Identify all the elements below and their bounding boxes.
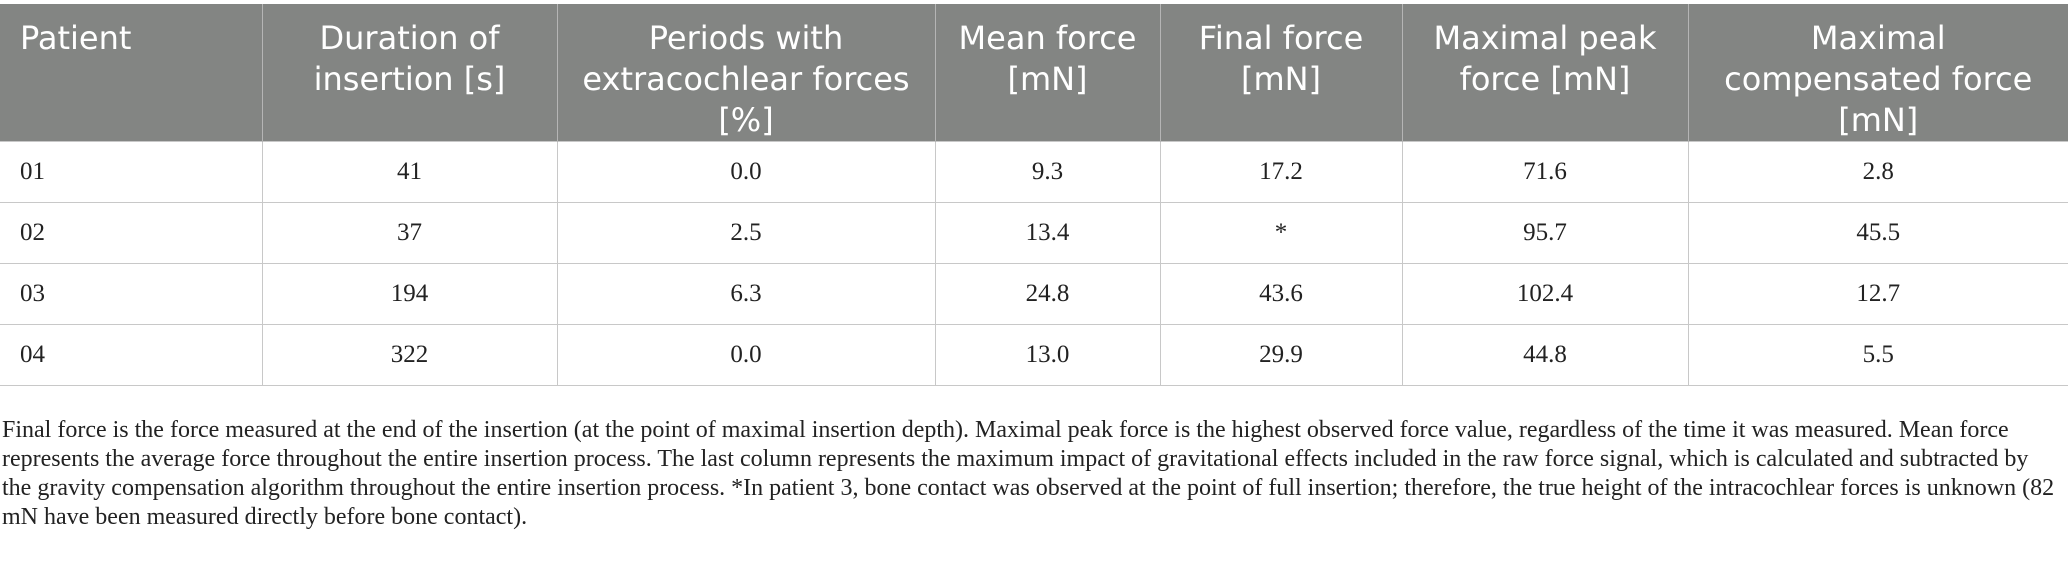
cell-max-peak-force: 44.8 xyxy=(1401,324,1689,386)
results-table-container: Patient Duration of insertion [s] Period… xyxy=(0,4,2068,386)
cell-max-peak-force: 95.7 xyxy=(1401,202,1689,264)
table-row: 02 37 2.5 13.4 * 95.7 45.5 xyxy=(0,202,2068,264)
header-extracochlear-periods: Periods with extracochlear forces [%] xyxy=(557,4,936,142)
table-body: 01 41 0.0 9.3 17.2 71.6 2.8 02 37 2.5 13… xyxy=(0,141,2068,386)
cell-duration: 41 xyxy=(261,141,558,203)
cell-patient: 03 xyxy=(0,263,263,325)
cell-patient: 01 xyxy=(0,141,263,203)
cell-max-compensated-force: 5.5 xyxy=(1687,324,2068,386)
table-row: 03 194 6.3 24.8 43.6 102.4 12.7 xyxy=(0,263,2068,325)
cell-mean-force: 13.4 xyxy=(934,202,1161,264)
header-patient: Patient xyxy=(0,4,263,142)
cell-patient: 02 xyxy=(0,202,263,264)
cell-final-force: 17.2 xyxy=(1159,141,1403,203)
table-row: 04 322 0.0 13.0 29.9 44.8 5.5 xyxy=(0,324,2068,386)
cell-max-compensated-force: 45.5 xyxy=(1687,202,2068,264)
header-max-peak-force: Maximal peak force [mN] xyxy=(1402,4,1689,142)
header-mean-force: Mean force [mN] xyxy=(935,4,1161,142)
cell-duration: 37 xyxy=(261,202,558,264)
cell-duration: 194 xyxy=(261,263,558,325)
table-row: 01 41 0.0 9.3 17.2 71.6 2.8 xyxy=(0,141,2068,203)
cell-mean-force: 24.8 xyxy=(934,263,1161,325)
header-row: Patient Duration of insertion [s] Period… xyxy=(0,4,2068,142)
cell-duration: 322 xyxy=(261,324,558,386)
cell-extracochlear-periods: 0.0 xyxy=(556,141,936,203)
cell-max-peak-force: 102.4 xyxy=(1401,263,1689,325)
cell-extracochlear-periods: 2.5 xyxy=(556,202,936,264)
cell-mean-force: 9.3 xyxy=(934,141,1161,203)
header-max-compensated-force: Maximal compensated force [mN] xyxy=(1688,4,2068,142)
header-duration: Duration of insertion [s] xyxy=(262,4,558,142)
results-table: Patient Duration of insertion [s] Period… xyxy=(0,4,2068,386)
cell-mean-force: 13.0 xyxy=(934,324,1161,386)
table-header: Patient Duration of insertion [s] Period… xyxy=(0,4,2068,142)
cell-final-force: 29.9 xyxy=(1159,324,1403,386)
cell-patient: 04 xyxy=(0,324,263,386)
cell-max-compensated-force: 2.8 xyxy=(1687,141,2068,203)
cell-extracochlear-periods: 0.0 xyxy=(556,324,936,386)
header-final-force: Final force [mN] xyxy=(1160,4,1403,142)
table-footnote: Final force is the force measured at the… xyxy=(2,417,2055,530)
cell-final-force: 43.6 xyxy=(1159,263,1403,325)
cell-final-force: * xyxy=(1159,202,1403,264)
cell-extracochlear-periods: 6.3 xyxy=(556,263,936,325)
cell-max-peak-force: 71.6 xyxy=(1401,141,1689,203)
cell-max-compensated-force: 12.7 xyxy=(1687,263,2068,325)
